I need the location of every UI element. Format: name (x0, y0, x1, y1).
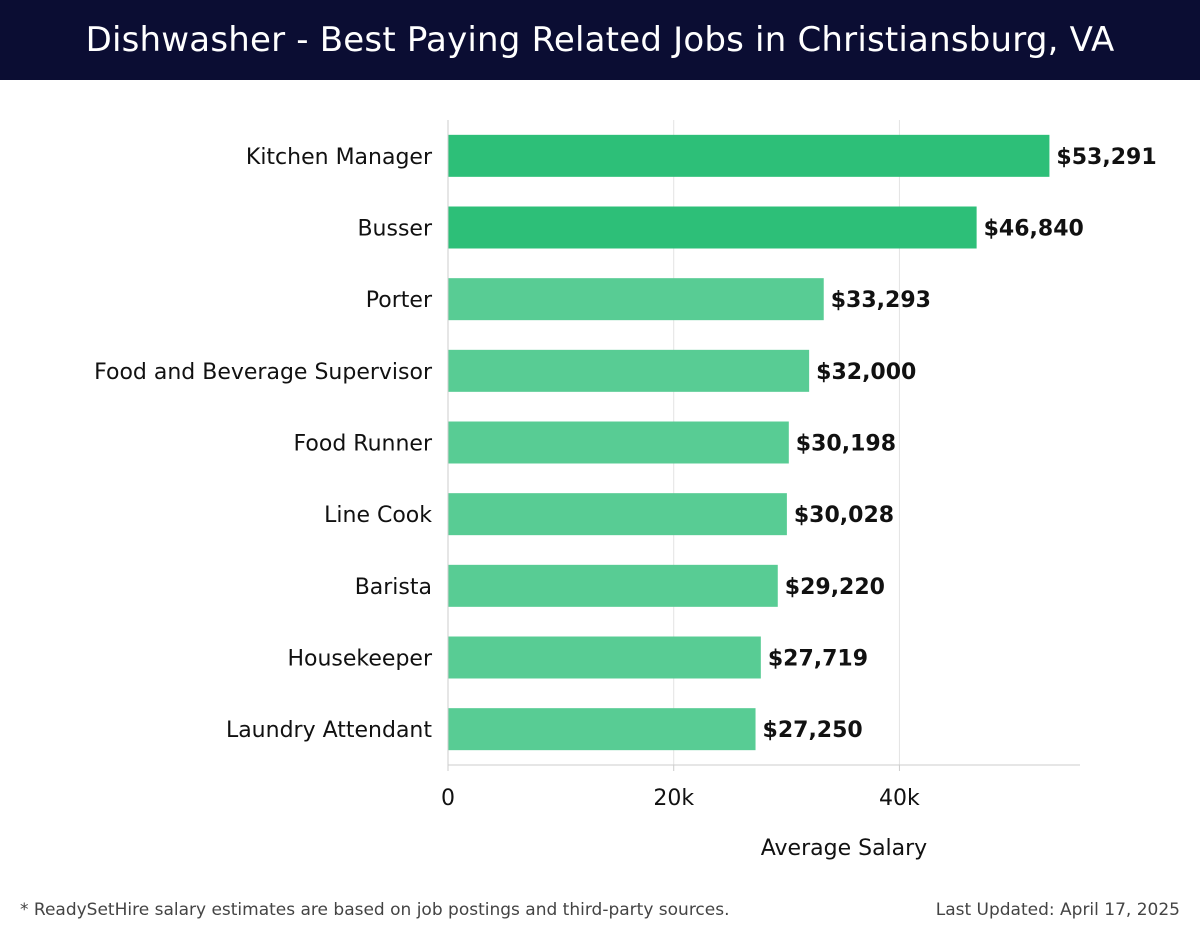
bar (448, 493, 787, 536)
x-axis-title: Average Salary (761, 836, 927, 861)
y-tick-label: Housekeeper (287, 647, 432, 672)
bar (448, 134, 1050, 177)
data-label: $29,220 (785, 575, 885, 600)
chart-title: Dishwasher - Best Paying Related Jobs in… (85, 20, 1115, 60)
bar (448, 636, 761, 679)
y-tick-label: Busser (357, 217, 432, 242)
data-label: $33,293 (831, 288, 931, 313)
y-tick-label: Food and Beverage Supervisor (94, 360, 433, 385)
last-updated: Last Updated: April 17, 2025 (935, 900, 1180, 920)
bar (448, 206, 977, 249)
bar-chart: Kitchen Manager $53,291 Busser $46,840 Porte… (94, 120, 1157, 861)
data-label: $27,250 (763, 718, 863, 743)
x-tick-label: 0 (441, 786, 455, 811)
bar (448, 708, 756, 751)
bar (448, 564, 778, 607)
chart-header: Dishwasher - Best Paying Related Jobs in… (0, 0, 1200, 80)
data-label: $30,028 (794, 503, 894, 528)
y-tick-label: Laundry Attendant (226, 718, 432, 743)
y-tick-label: Kitchen Manager (246, 145, 433, 170)
bar (448, 349, 810, 392)
bar (448, 278, 824, 321)
y-tick-label: Porter (366, 288, 433, 313)
data-label: $27,719 (768, 647, 868, 672)
data-label: $30,198 (796, 432, 896, 457)
y-tick-label: Barista (355, 575, 432, 600)
y-tick-label: Food Runner (294, 432, 433, 457)
bar (448, 421, 789, 464)
data-label: $46,840 (984, 217, 1084, 242)
y-tick-label: Line Cook (324, 503, 432, 528)
data-label: $53,291 (1056, 145, 1156, 170)
data-label: $32,000 (816, 360, 916, 385)
x-tick-label: 20k (653, 786, 694, 811)
x-tick-label: 40k (879, 786, 920, 811)
footer-note: * ReadySetHire salary estimates are base… (20, 900, 730, 920)
